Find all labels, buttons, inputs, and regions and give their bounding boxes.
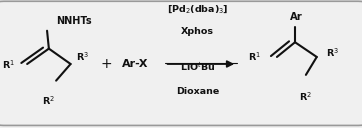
Text: Ar-X: Ar-X xyxy=(122,59,148,69)
Text: Xphos: Xphos xyxy=(181,27,214,36)
Text: R$^2$: R$^2$ xyxy=(42,94,55,107)
Text: R$^1$: R$^1$ xyxy=(1,58,14,71)
Text: R$^2$: R$^2$ xyxy=(299,90,312,103)
Text: +: + xyxy=(101,57,113,71)
Text: Dioxane: Dioxane xyxy=(176,87,219,96)
Text: R$^1$: R$^1$ xyxy=(248,51,261,63)
Text: Ar: Ar xyxy=(290,12,303,22)
Text: [Pd$_2$(dba)$_3$]: [Pd$_2$(dba)$_3$] xyxy=(167,3,228,15)
Text: R$^3$: R$^3$ xyxy=(76,50,89,63)
Text: LiO$^t$Bu: LiO$^t$Bu xyxy=(180,60,215,73)
Text: NNHTs: NNHTs xyxy=(56,16,92,26)
FancyBboxPatch shape xyxy=(0,1,362,125)
Text: R$^3$: R$^3$ xyxy=(326,46,339,59)
